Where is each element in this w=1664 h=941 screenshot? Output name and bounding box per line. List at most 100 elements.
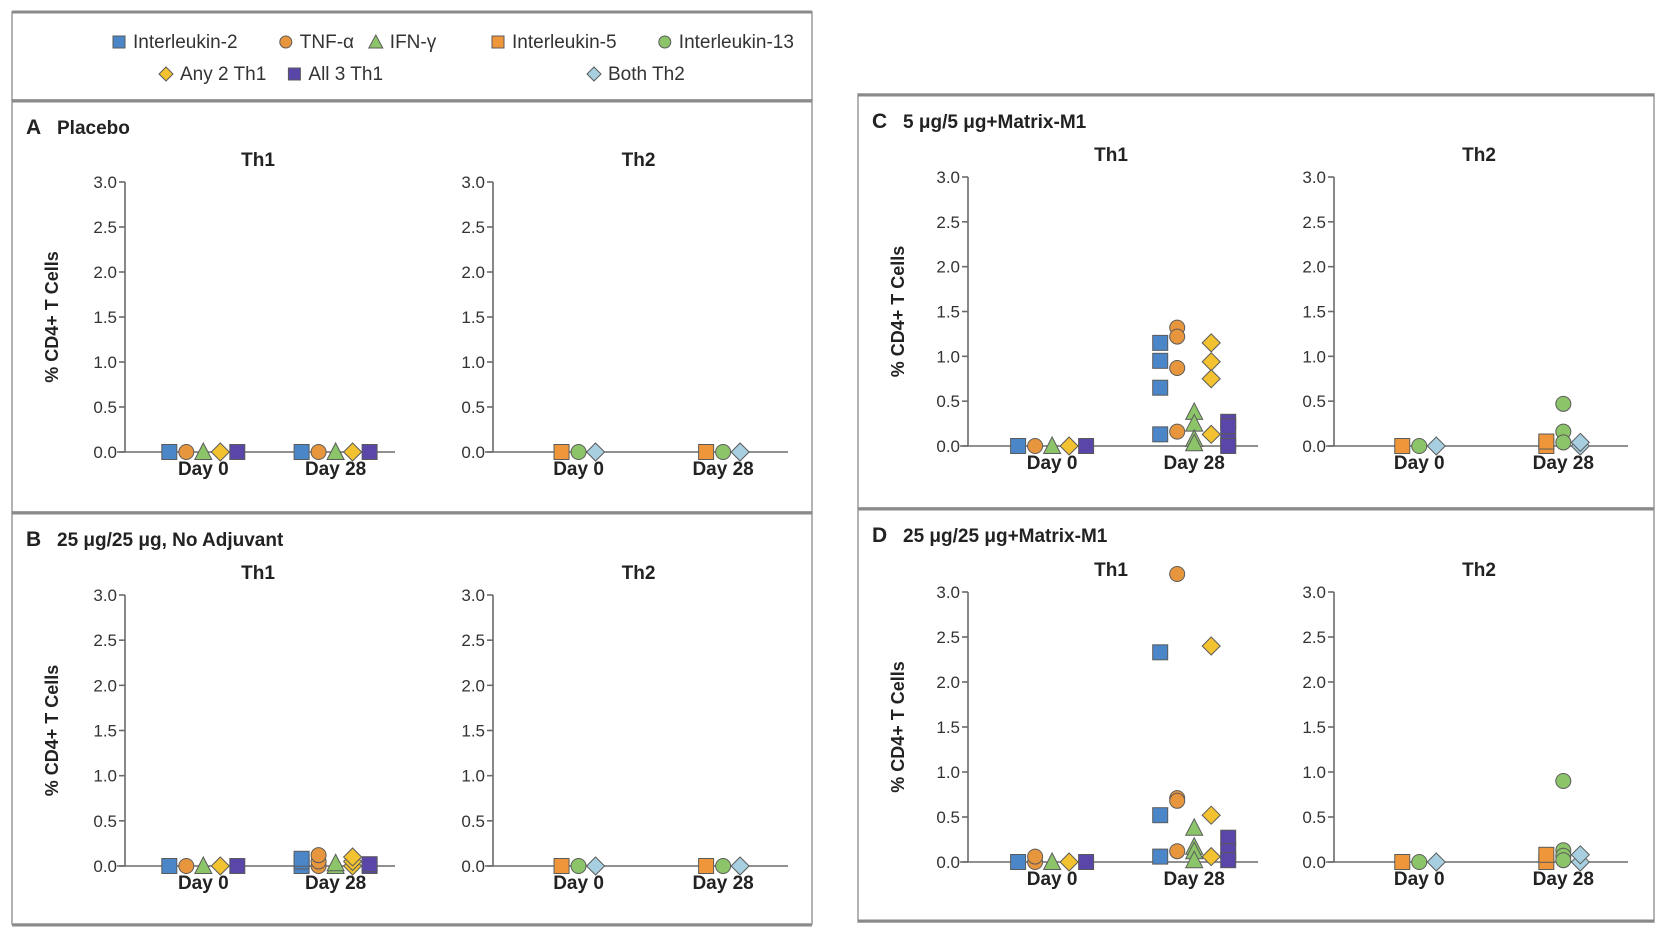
data-point-any2 [1201, 333, 1221, 353]
y-tick-label: 3.0 [1302, 583, 1326, 602]
panel-title: 5 μg/5 μg+Matrix-M1 [903, 112, 1087, 133]
panel-c-frame-group [857, 93, 1655, 509]
data-point-ifn [326, 853, 345, 872]
y-tick-label: 0.5 [93, 398, 117, 417]
y-tick-label: 1.5 [1302, 303, 1326, 322]
x-category-label: Day 28 [305, 459, 366, 480]
y-tick-label: 0.0 [461, 857, 485, 876]
panel-a-frame-group [11, 99, 813, 513]
data-point-il2 [1152, 352, 1169, 369]
y-tick-label: 2.0 [93, 676, 117, 695]
x-category-label: Day 28 [1533, 453, 1594, 474]
subplot-title: Th1 [1094, 145, 1128, 166]
data-point-il2 [1152, 644, 1169, 661]
data-point-il2 [161, 444, 178, 460]
data-point-il5 [553, 444, 570, 460]
x-category-label: Day 28 [305, 873, 366, 894]
il2-square-icon [112, 35, 126, 49]
subplot-title: Th2 [622, 150, 656, 171]
data-point-any2 [210, 442, 231, 462]
data-point-tnf [1169, 792, 1186, 809]
data-point-tnf [1169, 423, 1186, 440]
legend-item-il5: Interleukin-5 [491, 32, 617, 53]
panel-letter: B [26, 528, 41, 551]
data-point-tnf [310, 444, 327, 460]
legend-item-ifn: IFN-γ [367, 32, 437, 53]
data-point-any2 [1201, 636, 1221, 656]
data-point-tnf [310, 847, 327, 864]
y-axis-label: % CD4+ T Cells [888, 661, 908, 793]
legend-label: Interleukin-2 [133, 32, 238, 53]
data-point-all3 [1078, 438, 1095, 454]
data-point-any2 [1201, 424, 1221, 445]
panel-b: B 25 μg/25 μg, No Adjuvant Th1 % CD4+ T Cel… [26, 528, 788, 894]
data-point-both [1570, 845, 1591, 865]
data-point-any2 [342, 442, 363, 462]
legend-label: Interleukin-5 [512, 32, 617, 53]
y-tick-label: 2.0 [461, 676, 485, 695]
panel-c: C 5 μg/5 μg+Matrix-M1 Th1 % CD4+ T Cells 0.0… [872, 110, 1628, 474]
y-tick-label: 3.0 [936, 168, 960, 187]
data-point-ifn [193, 855, 213, 874]
y-tick-label: 1.0 [461, 353, 485, 372]
legend-item-both: Both Th2 [586, 64, 685, 85]
y-tick-label: 1.5 [936, 303, 960, 322]
y-tick-label: 0.5 [1302, 808, 1326, 827]
legend-label: Any 2 Th1 [180, 64, 266, 85]
data-point-both [1426, 852, 1446, 872]
panel-title: 25 μg/25 μg, No Adjuvant [57, 530, 284, 551]
data-point-both [585, 856, 606, 876]
data-point-all3 [361, 856, 378, 873]
x-category-label: Day 0 [178, 459, 229, 480]
x-category-label: Day 28 [1164, 453, 1225, 474]
data-point-all3 [1220, 852, 1237, 869]
legend-label: All 3 Th1 [308, 64, 383, 85]
y-tick-label: 1.0 [93, 767, 117, 786]
data-point-all3 [361, 444, 378, 460]
y-tick-label: 0.5 [93, 812, 117, 831]
y-tick-label: 2.5 [93, 218, 117, 237]
data-point-il2 [1152, 426, 1169, 443]
data-point-il13 [715, 444, 732, 460]
x-category-label: Day 0 [553, 873, 604, 894]
subplot-title: Th1 [241, 563, 275, 584]
y-tick-label: 2.0 [461, 263, 485, 282]
subplot-title: Th2 [1462, 560, 1496, 581]
x-category-label: Day 28 [692, 873, 753, 894]
data-point-il2 [293, 850, 310, 867]
data-point-any2 [210, 856, 231, 876]
y-tick-label: 0.5 [936, 808, 960, 827]
panel-b-frame [11, 511, 813, 925]
y-tick-label: 2.5 [461, 631, 485, 650]
subplot-th2: Th2 0.0 0.5 1.0 1.5 2.0 2.5 3.0 Day 0 Day 28 [461, 563, 788, 894]
data-point-il13 [1555, 852, 1572, 869]
x-category-label: Day 28 [1533, 869, 1594, 890]
panel-d-frame-group [857, 507, 1655, 923]
panel-title: 25 μg/25 μg+Matrix-M1 [903, 526, 1108, 547]
y-tick-label: 1.0 [936, 763, 960, 782]
subplot-title: Th2 [622, 563, 656, 584]
y-tick-label: 2.0 [1302, 258, 1326, 277]
data-point-all3 [1220, 829, 1237, 846]
any2-diamond-icon [158, 66, 174, 82]
data-point-both [1570, 432, 1591, 453]
data-point-il2 [1010, 854, 1027, 870]
legend: Interleukin-2 TNF-α IFN-γ Any 2 Th1 All 3 Th… [11, 10, 813, 101]
data-point-il13 [1411, 438, 1428, 454]
y-axis-label: % CD4+ T Cells [42, 251, 62, 383]
y-tick-label: 0.0 [93, 857, 117, 876]
subplot-th2: Th2 0.0 0.5 1.0 1.5 2.0 2.5 3.0 Day 0 Day 28 [1302, 560, 1628, 890]
data-point-il2 [161, 858, 178, 874]
data-point-all3 [1220, 418, 1237, 435]
data-point-il5 [1538, 433, 1555, 450]
x-category-label: Day 0 [553, 459, 604, 480]
legend-label: TNF-α [300, 32, 354, 53]
y-tick-label: 1.5 [93, 308, 117, 327]
legend-item-il13: Interleukin-13 [658, 32, 794, 53]
data-point-ifn [326, 441, 345, 460]
data-point-il5 [698, 444, 715, 460]
data-point-both [585, 442, 606, 462]
data-point-tnf [1169, 566, 1186, 582]
y-tick-label: 2.5 [1302, 628, 1326, 647]
